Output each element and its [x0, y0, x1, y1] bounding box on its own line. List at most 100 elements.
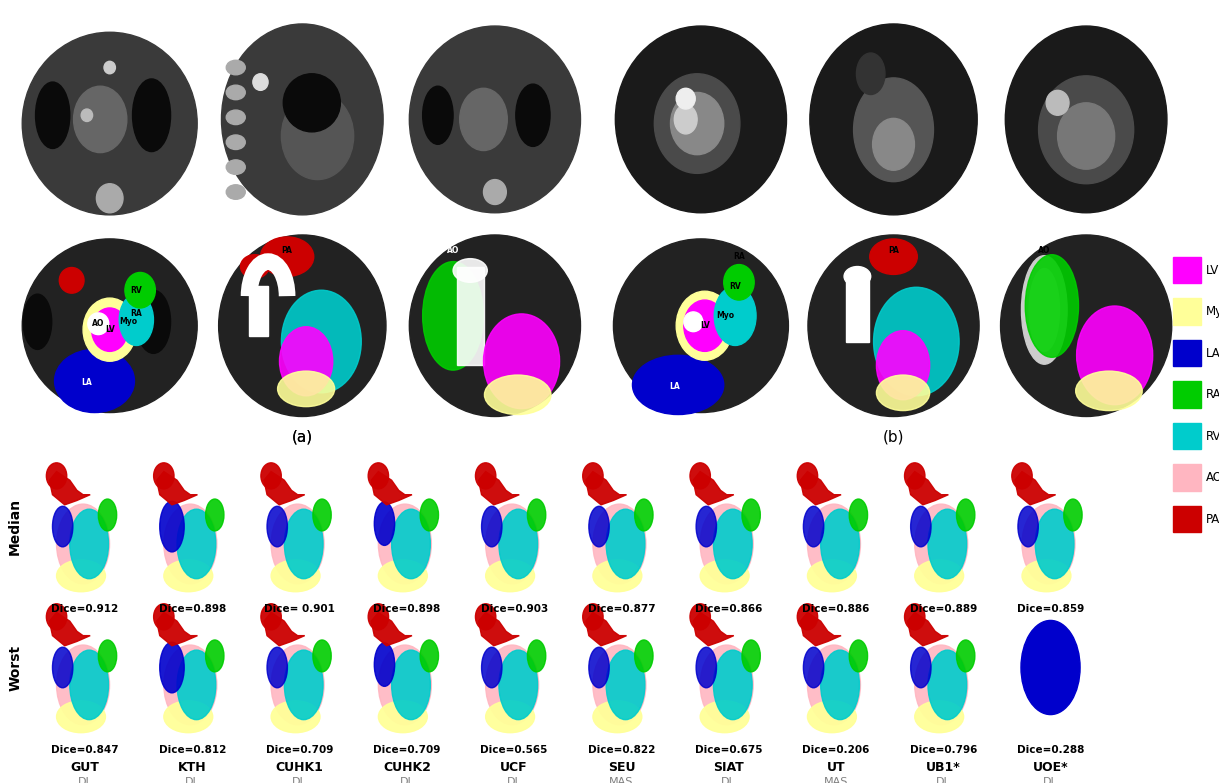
Ellipse shape [484, 314, 560, 409]
Text: Dice=0.288: Dice=0.288 [1017, 745, 1084, 756]
Ellipse shape [69, 509, 108, 579]
Ellipse shape [374, 502, 395, 546]
Ellipse shape [928, 650, 967, 720]
Ellipse shape [475, 604, 496, 630]
Text: Dice=0.912: Dice=0.912 [51, 604, 118, 615]
Ellipse shape [104, 61, 116, 74]
Text: Myo: Myo [1206, 305, 1219, 318]
Ellipse shape [684, 300, 725, 352]
Text: Median: Median [9, 498, 22, 555]
Text: DL: DL [1043, 777, 1058, 783]
Ellipse shape [807, 645, 861, 725]
Text: RA: RA [130, 309, 143, 319]
Ellipse shape [874, 287, 959, 395]
Ellipse shape [606, 650, 645, 720]
Ellipse shape [267, 507, 288, 547]
Ellipse shape [91, 308, 128, 352]
Text: UCF: UCF [500, 761, 528, 774]
Text: CUHK1: CUHK1 [275, 761, 323, 774]
Ellipse shape [850, 499, 868, 531]
Ellipse shape [475, 463, 496, 489]
Ellipse shape [279, 327, 333, 395]
Ellipse shape [633, 355, 724, 414]
Ellipse shape [1025, 254, 1079, 357]
Ellipse shape [696, 648, 717, 687]
Text: LV: LV [700, 321, 709, 330]
Ellipse shape [485, 701, 535, 733]
Ellipse shape [1075, 371, 1142, 410]
Ellipse shape [485, 560, 535, 592]
Text: CUHK2: CUHK2 [383, 761, 430, 774]
Text: DL: DL [722, 777, 736, 783]
Ellipse shape [374, 643, 395, 687]
Text: RV: RV [729, 282, 741, 290]
Polygon shape [801, 471, 841, 505]
Ellipse shape [52, 648, 73, 687]
Ellipse shape [284, 509, 323, 579]
Ellipse shape [876, 330, 930, 399]
Ellipse shape [713, 509, 752, 579]
Ellipse shape [423, 262, 484, 370]
Circle shape [684, 312, 703, 332]
Ellipse shape [154, 604, 174, 630]
Text: Worst: Worst [9, 644, 22, 691]
Ellipse shape [227, 135, 245, 150]
Circle shape [677, 88, 695, 109]
Text: Dice=0.675: Dice=0.675 [695, 745, 762, 756]
Text: (a): (a) [291, 429, 313, 444]
Bar [249, 287, 268, 336]
Ellipse shape [516, 84, 550, 146]
Ellipse shape [803, 648, 824, 687]
Ellipse shape [56, 504, 110, 584]
Ellipse shape [271, 701, 321, 733]
Ellipse shape [1064, 499, 1082, 531]
Ellipse shape [528, 640, 546, 672]
Ellipse shape [957, 640, 975, 672]
Ellipse shape [206, 499, 224, 531]
Text: UT: UT [826, 761, 845, 774]
Ellipse shape [271, 560, 321, 592]
Ellipse shape [222, 24, 383, 215]
Ellipse shape [52, 507, 73, 547]
Polygon shape [265, 612, 305, 646]
Ellipse shape [485, 504, 539, 584]
Ellipse shape [583, 604, 603, 630]
Ellipse shape [163, 645, 217, 725]
Polygon shape [694, 471, 734, 505]
Ellipse shape [421, 499, 439, 531]
Ellipse shape [391, 509, 430, 579]
Ellipse shape [742, 640, 761, 672]
Ellipse shape [227, 60, 245, 75]
Polygon shape [479, 612, 519, 646]
Text: AO: AO [447, 246, 460, 255]
Ellipse shape [853, 78, 934, 182]
Ellipse shape [742, 499, 761, 531]
Circle shape [88, 313, 108, 334]
Ellipse shape [606, 509, 645, 579]
Ellipse shape [282, 92, 354, 179]
Text: Dice=0.206: Dice=0.206 [802, 745, 869, 756]
Text: LA: LA [669, 382, 680, 392]
Ellipse shape [1022, 504, 1075, 584]
Polygon shape [801, 612, 841, 646]
Ellipse shape [177, 650, 216, 720]
Text: RV: RV [130, 286, 143, 294]
Ellipse shape [1076, 306, 1153, 405]
Ellipse shape [820, 509, 859, 579]
Text: Dice=0.812: Dice=0.812 [158, 745, 226, 756]
Ellipse shape [850, 640, 868, 672]
Text: Myo: Myo [119, 317, 138, 327]
Ellipse shape [423, 86, 453, 144]
Ellipse shape [1022, 256, 1067, 364]
Ellipse shape [957, 499, 975, 531]
Polygon shape [50, 612, 90, 646]
Polygon shape [50, 471, 90, 505]
Text: PA: PA [282, 246, 293, 255]
Polygon shape [694, 612, 734, 646]
Ellipse shape [1039, 76, 1134, 184]
Ellipse shape [227, 110, 245, 124]
Ellipse shape [460, 88, 507, 150]
Polygon shape [1015, 471, 1056, 505]
Ellipse shape [283, 74, 340, 132]
Ellipse shape [914, 504, 968, 584]
